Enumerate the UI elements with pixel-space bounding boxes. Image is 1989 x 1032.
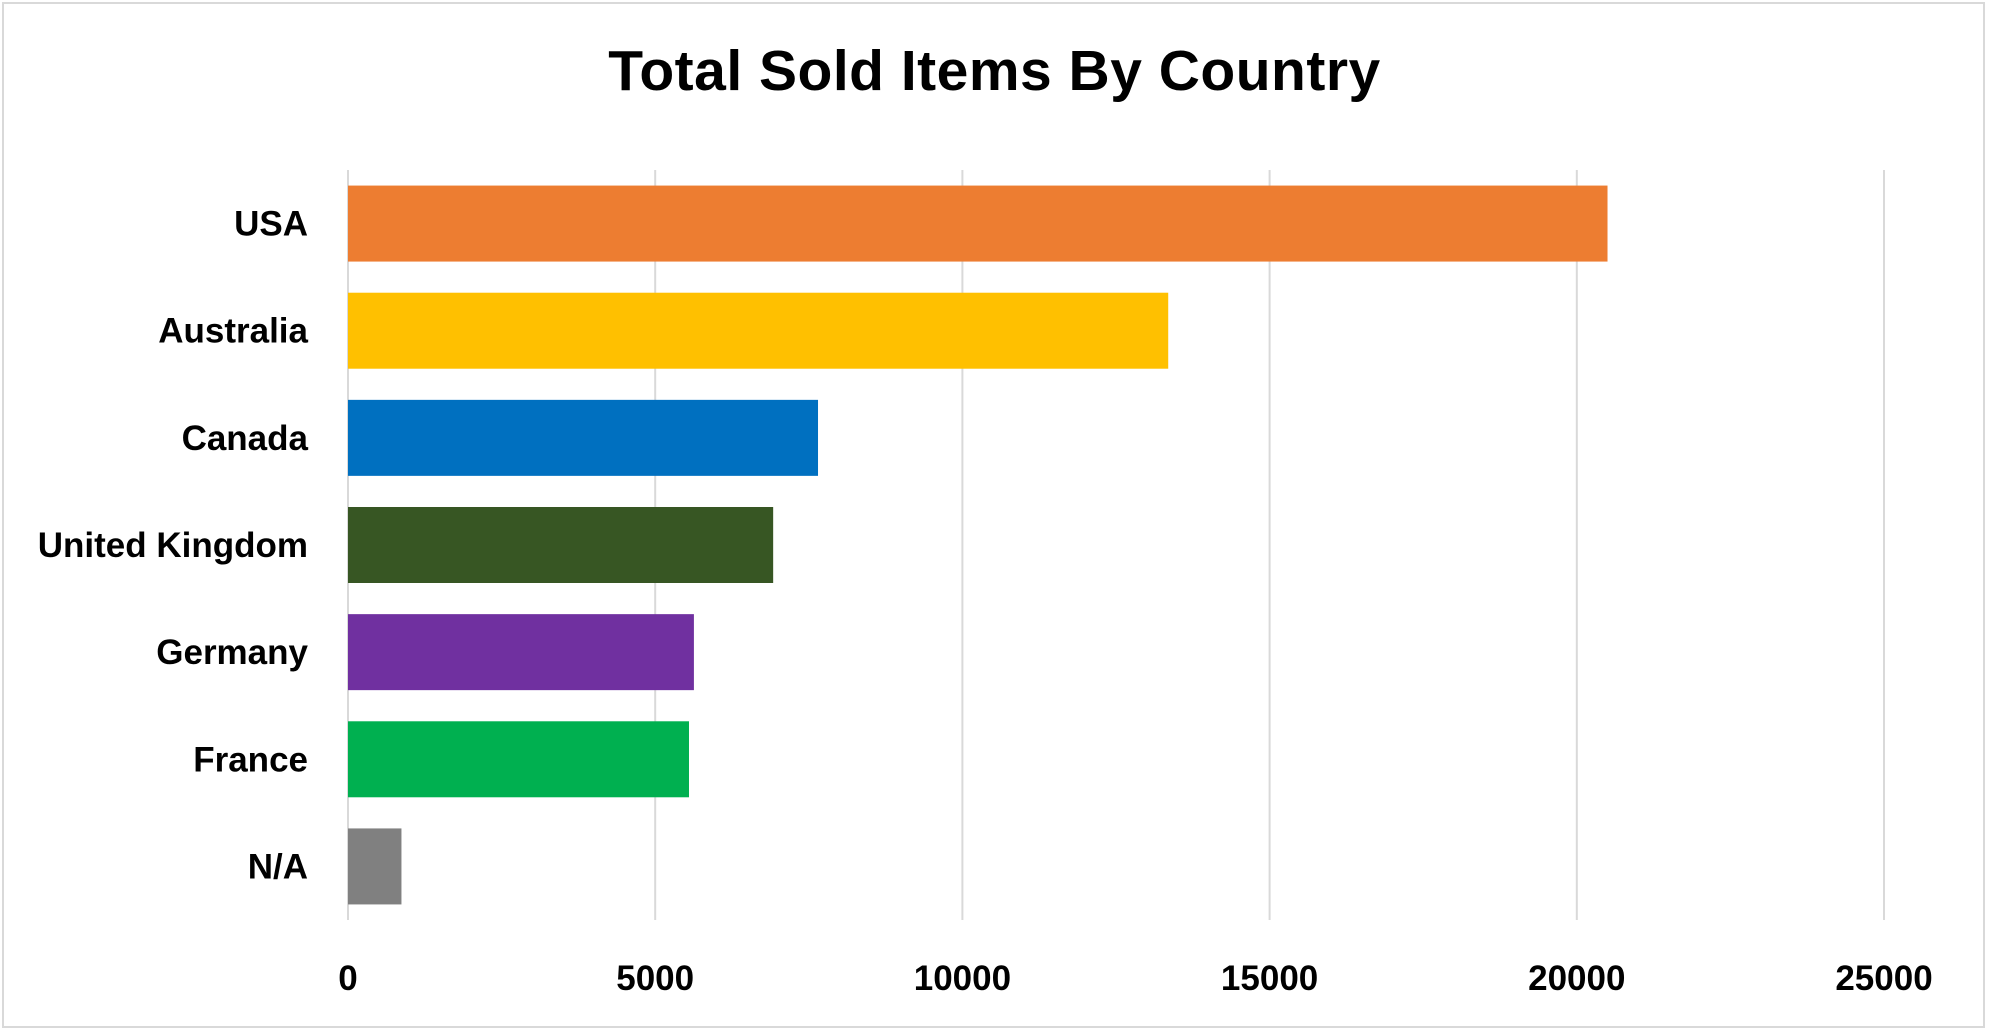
bar-united-kingdom: [348, 507, 774, 583]
x-tick-label: 10000: [914, 959, 1011, 998]
bar-germany: [348, 614, 694, 691]
category-label: USA: [234, 205, 308, 244]
category-labels: USA Australia Canada United Kingdom Germany F…: [38, 205, 309, 887]
category-label: United Kingdom: [38, 526, 308, 565]
category-label: France: [193, 740, 308, 779]
bars: [348, 185, 1608, 905]
category-label: Germany: [156, 633, 308, 672]
category-label: N/A: [248, 847, 308, 886]
bar-usa: [348, 185, 1608, 262]
x-tick-label: 25000: [1835, 959, 1932, 998]
category-label: Canada: [182, 419, 309, 458]
bar-canada: [348, 399, 819, 476]
bar-n-a: [348, 828, 402, 905]
x-tick-label: 0: [338, 959, 357, 998]
category-label: Australia: [158, 312, 308, 351]
x-tick-label: 15000: [1221, 959, 1318, 998]
x-tick-label: 20000: [1528, 959, 1625, 998]
x-tick-label: 5000: [616, 959, 694, 998]
bar-australia: [348, 292, 1169, 369]
x-axis-tick-labels: 0 5000 10000 15000 20000 25000: [338, 959, 1932, 998]
bar-france: [348, 721, 689, 798]
chart-title: Total Sold Items By Country: [608, 39, 1381, 103]
